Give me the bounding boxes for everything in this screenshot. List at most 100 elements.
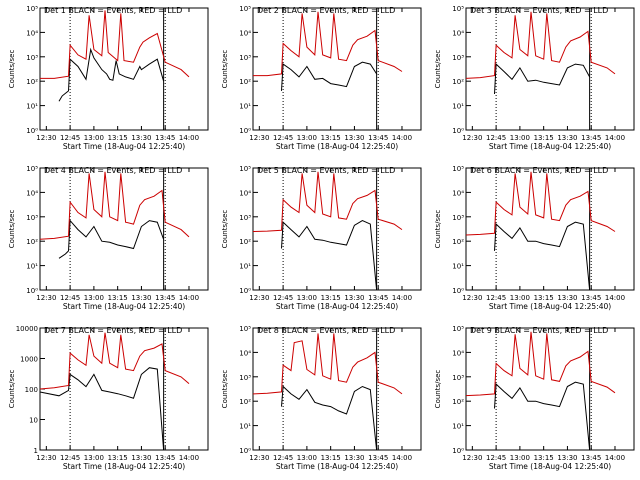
y-tick-label: 10¹ — [26, 263, 38, 271]
y-tick-label: 10 — [29, 417, 38, 425]
y-axis-label: Counts/sec — [434, 50, 442, 89]
x-tick-label: 13:30 — [344, 134, 364, 142]
plot-frame — [39, 167, 209, 291]
x-tick-label: 14:00 — [605, 454, 625, 462]
chart-panel: Det 3 BLACK = Events, RED = LLD 12:30 12:4… — [434, 5, 635, 151]
y-axis-label: Counts/sec — [8, 50, 16, 89]
series-line-lld — [40, 10, 190, 79]
x-axis-label: Start Time (18-Aug-04 12:25:40) — [63, 142, 185, 151]
x-tick-label: 14:00 — [179, 294, 199, 302]
x-axis-label: Start Time (18-Aug-04 12:25:40) — [276, 142, 398, 151]
y-tick-label: 10⁰ — [452, 287, 464, 295]
y-tick-label: 10⁵ — [452, 5, 464, 13]
x-tick-label: 13:30 — [557, 134, 577, 142]
y-tick-label: 1 — [34, 447, 38, 455]
x-axis-label: Start Time (18-Aug-04 12:25:40) — [489, 462, 611, 471]
y-tick-label: 10³ — [26, 214, 38, 222]
y-tick-label: 10⁰ — [26, 287, 38, 295]
x-tick-label: 12:45 — [273, 134, 293, 142]
x-tick-label: 13:30 — [557, 454, 577, 462]
chart-title: Det 5 BLACK = Events, RED = LLD — [257, 166, 395, 175]
y-axis-label: Counts/sec — [221, 210, 229, 249]
y-tick-label: 10⁰ — [239, 287, 251, 295]
x-tick-label: 13:45 — [581, 454, 601, 462]
series-line-events — [281, 385, 378, 451]
y-tick-label: 10⁰ — [239, 447, 251, 455]
plot-frame — [252, 327, 422, 451]
chart-panel: Det 7 BLACK = Events, RED = LLD 12:30 12:4… — [8, 325, 209, 471]
y-axis-label: Counts/sec — [8, 210, 16, 249]
y-tick-label: 10² — [239, 78, 251, 86]
x-tick-label: 12:45 — [60, 454, 80, 462]
y-tick-label: 10³ — [239, 374, 251, 382]
x-tick-label: 12:30 — [249, 294, 269, 302]
x-tick-label: 12:30 — [36, 134, 56, 142]
x-axis-label: Start Time (18-Aug-04 12:25:40) — [489, 142, 611, 151]
y-tick-label: 10³ — [26, 54, 38, 62]
x-tick-label: 13:30 — [344, 294, 364, 302]
x-tick-label: 13:00 — [84, 454, 104, 462]
chart-title: Det 6 BLACK = Events, RED = LLD — [470, 166, 608, 175]
y-axis-label: Counts/sec — [8, 370, 16, 409]
series-line-lld — [252, 171, 403, 232]
plot-frame — [465, 167, 635, 291]
y-tick-label: 10⁵ — [26, 165, 38, 173]
x-tick-label: 13:15 — [108, 454, 128, 462]
x-tick-label: 13:15 — [321, 294, 341, 302]
x-tick-label: 13:00 — [510, 454, 530, 462]
y-tick-label: 10² — [26, 78, 38, 86]
y-tick-label: 10⁵ — [239, 165, 251, 173]
x-tick-label: 12:45 — [273, 294, 293, 302]
y-tick-label: 10² — [26, 238, 38, 246]
y-tick-label: 10² — [452, 78, 464, 86]
plot-frame — [252, 167, 422, 291]
y-tick-label: 10⁴ — [26, 189, 38, 197]
x-tick-label: 14:00 — [179, 454, 199, 462]
y-tick-label: 10⁵ — [452, 325, 464, 333]
x-tick-label: 13:45 — [368, 294, 388, 302]
plot-frame — [39, 327, 209, 451]
y-axis-label: Counts/sec — [434, 210, 442, 249]
y-tick-label: 100 — [25, 386, 38, 394]
x-tick-label: 13:45 — [155, 294, 175, 302]
x-tick-label: 14:00 — [605, 134, 625, 142]
x-tick-label: 12:45 — [486, 454, 506, 462]
y-tick-label: 10² — [239, 398, 251, 406]
x-tick-label: 13:15 — [534, 134, 554, 142]
y-tick-label: 10² — [452, 398, 464, 406]
chart-panel: Det 9 BLACK = Events, RED = LLD 12:30 12:4… — [434, 325, 635, 471]
y-tick-label: 10³ — [452, 374, 464, 382]
x-tick-label: 13:15 — [108, 134, 128, 142]
x-tick-label: 12:45 — [60, 134, 80, 142]
y-axis-label: Counts/sec — [221, 370, 229, 409]
y-tick-label: 10000 — [16, 325, 38, 333]
series-line-lld — [252, 333, 403, 395]
x-tick-label: 12:45 — [486, 134, 506, 142]
x-tick-label: 13:30 — [131, 134, 151, 142]
x-tick-label: 13:45 — [368, 134, 388, 142]
y-tick-label: 10⁴ — [239, 349, 251, 357]
series-line-events — [281, 220, 378, 291]
chart-title: Det 8 BLACK = Events, RED = LLD — [257, 326, 395, 335]
series-line-lld — [465, 171, 616, 236]
x-tick-label: 13:15 — [321, 134, 341, 142]
series-line-events — [494, 221, 591, 291]
y-tick-label: 10³ — [239, 54, 251, 62]
x-tick-label: 13:30 — [557, 294, 577, 302]
x-tick-label: 13:00 — [510, 294, 530, 302]
x-tick-label: 13:15 — [534, 294, 554, 302]
y-tick-label: 10⁰ — [26, 127, 38, 135]
chart-panel: Det 6 BLACK = Events, RED = LLD 12:30 12:4… — [434, 165, 635, 311]
chart-panel: Det 2 BLACK = Events, RED = LLD 12:30 12:4… — [221, 5, 422, 151]
x-tick-label: 12:30 — [462, 294, 482, 302]
plot-frame — [252, 7, 422, 131]
y-tick-label: 10⁴ — [26, 29, 38, 37]
series-line-lld — [39, 332, 190, 390]
x-tick-label: 13:45 — [155, 454, 175, 462]
x-tick-label: 13:15 — [108, 294, 128, 302]
x-tick-label: 13:00 — [84, 294, 104, 302]
y-axis-label: Counts/sec — [221, 50, 229, 89]
series-line-events — [39, 367, 165, 451]
series-line-events — [58, 219, 165, 259]
y-tick-label: 10¹ — [452, 103, 464, 111]
